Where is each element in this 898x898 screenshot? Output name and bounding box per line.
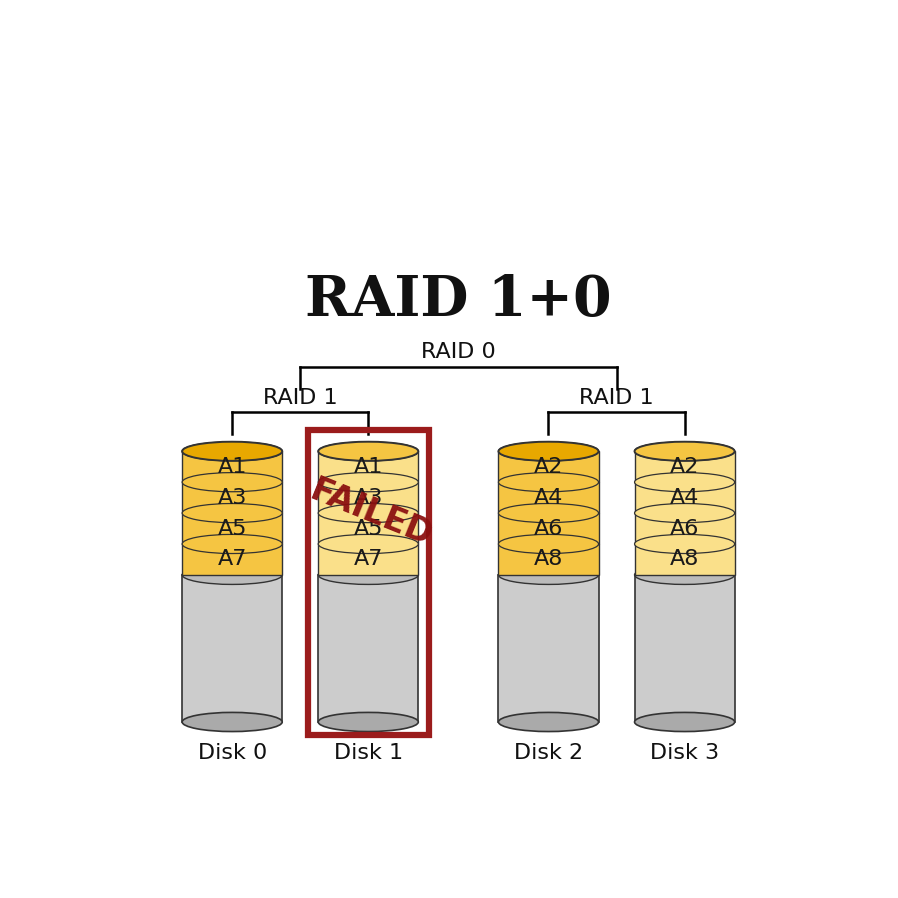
Polygon shape bbox=[318, 482, 418, 513]
Ellipse shape bbox=[318, 442, 418, 461]
Ellipse shape bbox=[498, 472, 598, 492]
Ellipse shape bbox=[182, 534, 282, 553]
Polygon shape bbox=[318, 544, 418, 575]
Text: Disk 3: Disk 3 bbox=[650, 743, 719, 762]
Ellipse shape bbox=[635, 442, 735, 461]
Text: A4: A4 bbox=[533, 488, 563, 507]
Ellipse shape bbox=[635, 534, 735, 553]
Text: A7: A7 bbox=[217, 550, 247, 569]
Ellipse shape bbox=[498, 712, 598, 732]
Polygon shape bbox=[182, 575, 282, 722]
Ellipse shape bbox=[635, 712, 735, 732]
Text: A8: A8 bbox=[670, 550, 700, 569]
Polygon shape bbox=[498, 544, 598, 575]
Ellipse shape bbox=[635, 442, 735, 461]
Polygon shape bbox=[318, 513, 418, 544]
Polygon shape bbox=[182, 482, 282, 513]
Text: A2: A2 bbox=[670, 457, 700, 477]
Ellipse shape bbox=[318, 534, 418, 553]
Text: Disk 2: Disk 2 bbox=[514, 743, 583, 762]
Polygon shape bbox=[318, 452, 418, 482]
Ellipse shape bbox=[635, 472, 735, 492]
Ellipse shape bbox=[318, 442, 418, 461]
Ellipse shape bbox=[498, 442, 598, 461]
Text: A6: A6 bbox=[670, 518, 700, 539]
Polygon shape bbox=[635, 452, 735, 482]
Ellipse shape bbox=[318, 472, 418, 492]
Ellipse shape bbox=[182, 472, 282, 492]
Text: A3: A3 bbox=[354, 488, 383, 507]
Text: A2: A2 bbox=[533, 457, 563, 477]
Ellipse shape bbox=[635, 566, 735, 585]
Polygon shape bbox=[498, 513, 598, 544]
Polygon shape bbox=[498, 575, 598, 722]
Text: A6: A6 bbox=[533, 518, 563, 539]
Text: A1: A1 bbox=[217, 457, 247, 477]
Polygon shape bbox=[498, 482, 598, 513]
Ellipse shape bbox=[498, 504, 598, 523]
Ellipse shape bbox=[498, 566, 598, 585]
Text: RAID 0: RAID 0 bbox=[421, 342, 496, 362]
Polygon shape bbox=[635, 575, 735, 722]
Text: A3: A3 bbox=[217, 488, 247, 507]
Ellipse shape bbox=[498, 442, 598, 461]
Text: A7: A7 bbox=[354, 550, 383, 569]
Polygon shape bbox=[182, 544, 282, 575]
Ellipse shape bbox=[182, 442, 282, 461]
Text: Disk 1: Disk 1 bbox=[334, 743, 403, 762]
Polygon shape bbox=[635, 482, 735, 513]
Ellipse shape bbox=[318, 566, 418, 585]
Text: RAID 1: RAID 1 bbox=[579, 388, 654, 408]
Ellipse shape bbox=[182, 566, 282, 585]
Text: A5: A5 bbox=[354, 518, 383, 539]
Text: A1: A1 bbox=[354, 457, 383, 477]
Ellipse shape bbox=[318, 504, 418, 523]
Ellipse shape bbox=[498, 534, 598, 553]
Bar bbox=[308, 430, 428, 735]
Text: A8: A8 bbox=[533, 550, 563, 569]
Text: RAID 1: RAID 1 bbox=[263, 388, 338, 408]
Text: FAILED: FAILED bbox=[305, 473, 437, 552]
Polygon shape bbox=[635, 513, 735, 544]
Ellipse shape bbox=[635, 504, 735, 523]
Ellipse shape bbox=[182, 442, 282, 461]
Text: A4: A4 bbox=[670, 488, 700, 507]
Ellipse shape bbox=[318, 712, 418, 732]
Polygon shape bbox=[318, 575, 418, 722]
Polygon shape bbox=[182, 452, 282, 482]
Text: RAID 1+0: RAID 1+0 bbox=[305, 273, 612, 329]
Polygon shape bbox=[182, 513, 282, 544]
Polygon shape bbox=[635, 544, 735, 575]
Polygon shape bbox=[498, 452, 598, 482]
Ellipse shape bbox=[182, 712, 282, 732]
Text: Disk 0: Disk 0 bbox=[198, 743, 267, 762]
Ellipse shape bbox=[182, 504, 282, 523]
Text: A5: A5 bbox=[217, 518, 247, 539]
